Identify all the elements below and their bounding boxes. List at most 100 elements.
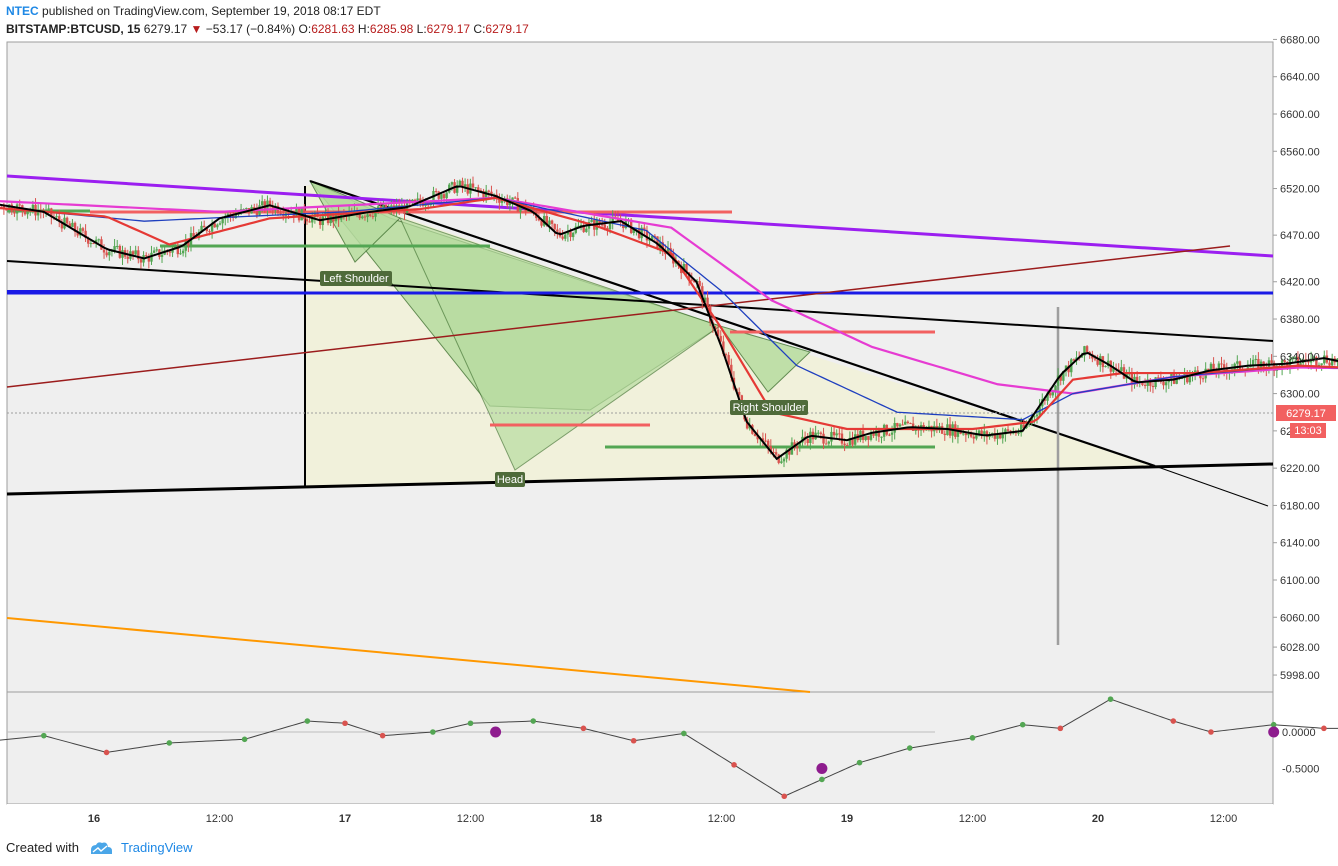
pattern-labels: Left Shoulder Head Right Shoulder xyxy=(320,271,808,487)
candle-up xyxy=(36,210,40,216)
candle-up xyxy=(450,182,454,185)
candle-down xyxy=(1307,360,1310,363)
candle-down xyxy=(100,239,103,250)
candle-up xyxy=(1030,417,1033,423)
candle-down xyxy=(582,225,585,232)
price-tick-label: 6380.00 xyxy=(1280,314,1320,326)
oscillator-dot xyxy=(103,749,110,756)
candle-down xyxy=(998,433,1002,439)
candle-down xyxy=(1085,346,1089,353)
left-shoulder-label: Left Shoulder xyxy=(323,273,389,285)
candle-up xyxy=(1323,355,1326,364)
candle-up xyxy=(1019,424,1023,433)
candle-down xyxy=(822,433,825,444)
candle-down xyxy=(545,215,549,225)
candle-down xyxy=(819,432,823,434)
time-axis[interactable] xyxy=(7,804,1273,832)
candle-down xyxy=(556,229,559,232)
candle-up xyxy=(848,437,852,446)
oscillator-dot xyxy=(304,718,311,724)
candle-up xyxy=(977,430,981,434)
oscillator-dot xyxy=(1321,725,1327,732)
candle-up xyxy=(218,223,222,225)
price-tick-label: 5998.00 xyxy=(1280,670,1320,682)
candle-down xyxy=(253,207,256,210)
candle-down xyxy=(477,187,480,191)
price-tick-label: 6640.00 xyxy=(1280,72,1320,84)
price-change: −53.17 (−0.84%) xyxy=(205,22,296,36)
candle-down xyxy=(838,433,841,435)
candle-up xyxy=(463,184,467,187)
candle-down xyxy=(5,208,8,211)
price-tick-label: 6520.00 xyxy=(1280,184,1320,196)
candle-up xyxy=(150,252,153,262)
candle-up xyxy=(651,235,654,240)
candle-down xyxy=(1067,365,1070,373)
oscillator-pane[interactable] xyxy=(6,691,1274,805)
candle-up xyxy=(134,250,137,255)
candle-up xyxy=(474,187,477,189)
tradingview-brand[interactable]: TradingView xyxy=(120,840,193,855)
candle-down xyxy=(427,204,430,206)
candle-up xyxy=(1164,382,1168,386)
candle-up xyxy=(374,211,377,217)
oscillator-line-group xyxy=(0,696,1338,800)
low-value: 6279.17 xyxy=(426,22,471,36)
candle-up xyxy=(94,239,98,244)
candle-down xyxy=(730,364,733,378)
candle-down xyxy=(479,190,483,192)
candle-down xyxy=(653,235,657,237)
oscillator-dot xyxy=(379,732,386,739)
candle-down xyxy=(87,237,90,244)
candle-up xyxy=(975,433,978,439)
oscillator-dot xyxy=(1019,721,1026,728)
candle-down xyxy=(1143,384,1147,386)
candle-up xyxy=(880,436,883,438)
candle-down xyxy=(606,227,609,230)
candle-down xyxy=(777,454,780,463)
price-tick-label: 6420.00 xyxy=(1280,277,1320,289)
tradingview-cloud-icon xyxy=(90,841,112,854)
candle-up xyxy=(1112,367,1115,372)
time-tick-label: 12:00 xyxy=(708,813,736,825)
candle-up xyxy=(1299,363,1302,365)
candle-up xyxy=(97,239,100,241)
candle-down xyxy=(561,236,564,239)
candle-up xyxy=(458,180,462,186)
candle-down xyxy=(65,217,69,224)
candle-up xyxy=(245,208,248,210)
candle-down xyxy=(806,438,809,444)
candle-down xyxy=(208,231,211,233)
oscillator-dot xyxy=(781,793,788,800)
candle-down xyxy=(419,198,422,203)
candle-up xyxy=(260,201,264,206)
candle-down xyxy=(795,446,799,449)
oscillator-dot xyxy=(1170,718,1177,724)
ema-red-line xyxy=(0,196,1338,431)
candle-up xyxy=(26,211,29,215)
candle-down xyxy=(1006,429,1010,431)
candle-up xyxy=(173,246,177,249)
candle-down xyxy=(788,449,791,455)
candle-down xyxy=(906,421,910,424)
author-name[interactable]: NTEC xyxy=(6,4,39,18)
candle-up xyxy=(1320,363,1323,365)
black-base-line xyxy=(6,462,1274,496)
candle-down xyxy=(176,246,180,255)
candle-up xyxy=(1064,365,1068,372)
candle-up xyxy=(608,222,612,230)
price-tick-label: 6680.00 xyxy=(1280,34,1320,46)
candle-down xyxy=(1186,372,1189,383)
candle-down xyxy=(18,204,21,206)
candle-down xyxy=(846,444,849,446)
candle-up xyxy=(113,246,116,251)
candle-up xyxy=(1254,358,1257,360)
time-tick-label: 12:00 xyxy=(457,813,485,825)
trend-layer xyxy=(6,174,1274,693)
candle-down xyxy=(137,250,140,260)
candle-up xyxy=(519,206,522,212)
candle-down xyxy=(1162,381,1165,386)
candle-down xyxy=(255,209,259,215)
symbol-label: BITSTAMP:BTCUSD, 15 xyxy=(6,22,141,36)
